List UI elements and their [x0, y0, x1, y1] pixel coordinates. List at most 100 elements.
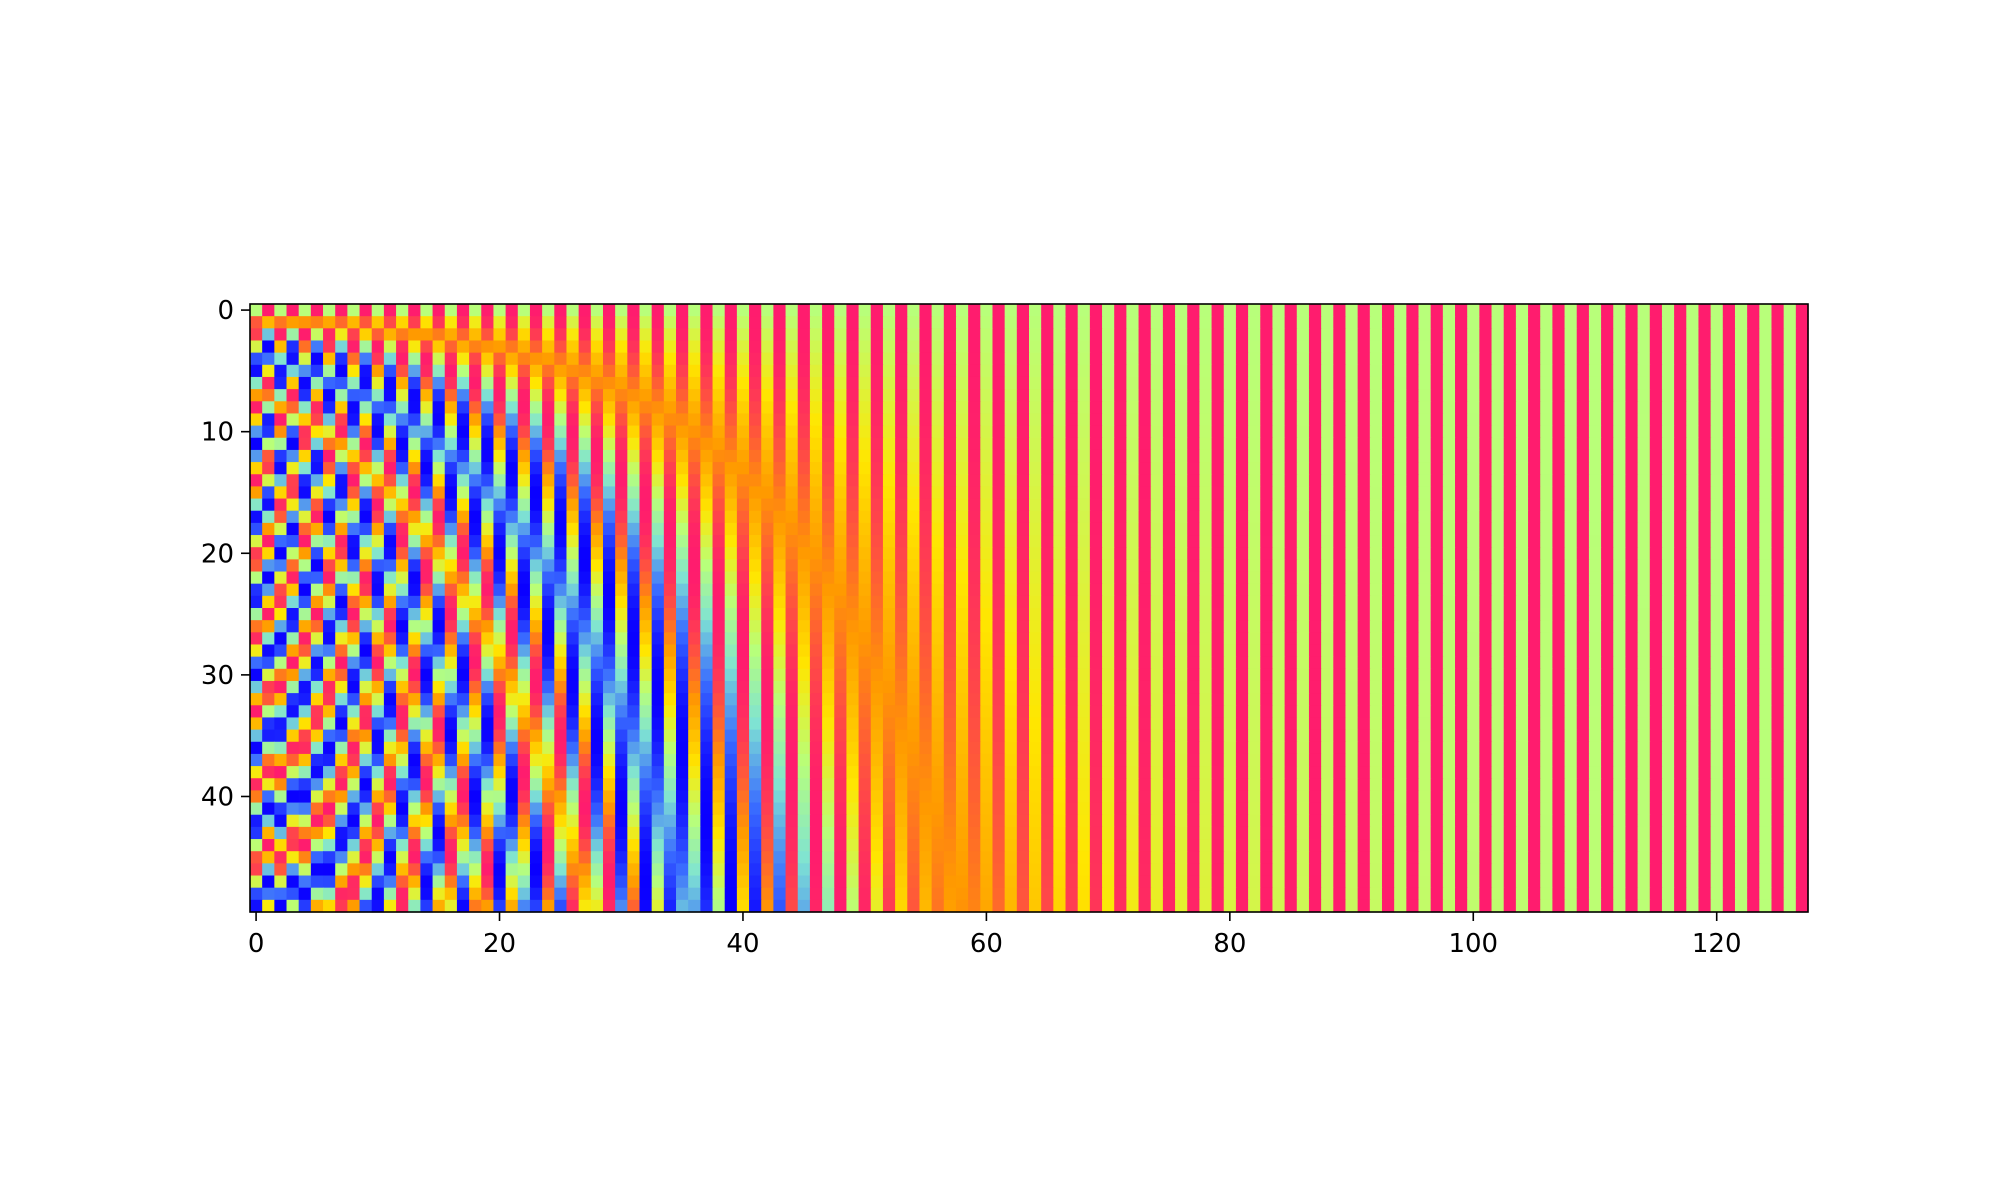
heatmap-cell	[1211, 595, 1225, 609]
heatmap-cell	[639, 328, 653, 342]
heatmap-cell	[1710, 535, 1724, 548]
heatmap-cell	[1029, 717, 1042, 731]
heatmap-cell	[335, 401, 348, 415]
heatmap-cell	[469, 680, 482, 694]
heatmap-cell	[1418, 401, 1432, 415]
heatmap-cell	[1223, 656, 1237, 670]
heatmap-cell	[1613, 340, 1627, 354]
heatmap-cell	[1114, 766, 1127, 779]
heatmap-cell	[761, 352, 774, 366]
heatmap-cell	[858, 668, 872, 682]
heatmap-cell	[310, 620, 324, 633]
heatmap-cell	[1479, 608, 1493, 621]
heatmap-cell	[1296, 656, 1310, 670]
heatmap-cell	[1613, 729, 1627, 743]
heatmap-cell	[1162, 741, 1176, 755]
heatmap-cell	[1150, 705, 1164, 719]
heatmap-cell	[1455, 328, 1468, 342]
heatmap-cell	[834, 753, 848, 767]
heatmap-cell	[1759, 437, 1773, 451]
heatmap-cell	[1430, 620, 1444, 633]
heatmap-cell	[1552, 498, 1566, 512]
heatmap-cell	[286, 413, 300, 427]
heatmap-cell	[1455, 729, 1468, 743]
heatmap-cell	[505, 316, 519, 329]
heatmap-cell	[1734, 389, 1748, 402]
heatmap-cell	[262, 316, 275, 329]
heatmap-cell	[1150, 304, 1164, 317]
heatmap-cell	[335, 510, 348, 524]
heatmap-cell	[1211, 486, 1225, 500]
heatmap-cell	[1284, 364, 1298, 378]
heatmap-cell	[505, 680, 519, 694]
heatmap-cell	[1321, 620, 1334, 633]
heatmap-cell	[590, 376, 604, 390]
heatmap-cell	[1308, 474, 1322, 487]
heatmap-cell	[1747, 340, 1760, 354]
heatmap-cell	[1698, 717, 1712, 731]
heatmap-cell	[396, 547, 409, 560]
heatmap-cell	[602, 583, 616, 597]
heatmap-cell	[1722, 425, 1736, 439]
heatmap-cell	[1272, 316, 1286, 329]
heatmap-cell	[1430, 656, 1444, 670]
heatmap-cell	[1649, 729, 1663, 743]
heatmap-cell	[615, 474, 628, 487]
heatmap-cell	[566, 547, 580, 560]
heatmap-cell	[1795, 401, 1809, 415]
heatmap-cell	[1065, 644, 1079, 658]
heatmap-cell	[1223, 437, 1237, 451]
heatmap-cell	[809, 741, 823, 755]
heatmap-cell	[1747, 376, 1760, 390]
heatmap-cell	[1552, 401, 1566, 415]
heatmap-cell	[347, 474, 361, 487]
heatmap-cell	[1406, 705, 1420, 719]
heatmap-cell	[1722, 766, 1736, 779]
heatmap-cell	[1077, 401, 1091, 415]
heatmap-cell	[1150, 425, 1164, 439]
heatmap-cell	[1747, 547, 1760, 560]
heatmap-cell	[809, 535, 823, 548]
heatmap-cell	[882, 352, 896, 366]
heatmap-cell	[420, 522, 434, 536]
heatmap-cell	[1308, 668, 1322, 682]
heatmap-cell	[1418, 583, 1432, 597]
heatmap-cell	[554, 583, 568, 597]
heatmap-cell	[980, 753, 994, 767]
heatmap-cell	[444, 304, 458, 317]
heatmap-cell	[529, 571, 543, 585]
heatmap-cell	[371, 340, 385, 354]
heatmap-cell	[846, 462, 860, 475]
heatmap-cell	[1455, 462, 1468, 475]
heatmap-cell	[1686, 644, 1700, 658]
heatmap-cell	[323, 510, 336, 524]
heatmap-cell	[578, 413, 592, 427]
heatmap-cell	[1455, 389, 1468, 402]
heatmap-cell	[1747, 364, 1760, 378]
heatmap-cell	[724, 328, 738, 342]
heatmap-cell	[1406, 486, 1420, 500]
heatmap-cell	[992, 656, 1006, 670]
heatmap-cell	[1053, 510, 1067, 524]
heatmap-cell	[700, 693, 714, 706]
heatmap-cell	[1601, 316, 1614, 329]
heatmap-cell	[931, 583, 945, 597]
heatmap-cell	[736, 729, 750, 743]
heatmap-cell	[1211, 766, 1225, 779]
heatmap-cell	[1357, 680, 1371, 694]
heatmap-cell	[1089, 535, 1103, 548]
heatmap-cell	[1467, 425, 1480, 439]
heatmap-cell	[1394, 304, 1407, 317]
heatmap-cell	[931, 389, 945, 402]
heatmap-cell	[749, 389, 762, 402]
heatmap-cell	[724, 668, 738, 682]
heatmap-cell	[517, 571, 531, 585]
heatmap-cell	[834, 364, 848, 378]
heatmap-cell	[797, 340, 811, 354]
heatmap-cell	[432, 486, 446, 500]
heatmap-cell	[797, 608, 811, 621]
heatmap-cell	[1187, 693, 1201, 706]
heatmap-cell	[505, 729, 519, 743]
heatmap-cell	[1053, 522, 1067, 536]
heatmap-cell	[554, 413, 568, 427]
